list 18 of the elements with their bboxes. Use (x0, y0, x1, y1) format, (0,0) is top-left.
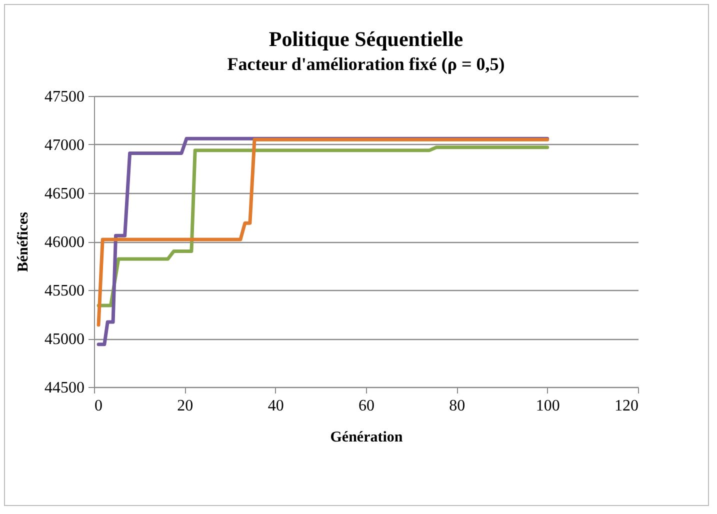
x-tick-label: 0 (94, 398, 102, 414)
x-tick-label: 20 (177, 398, 194, 414)
y-axis-title: Bénéfices (16, 212, 32, 272)
chart-title: Politique Séquentielle (268, 27, 464, 51)
x-tick-label: 60 (358, 398, 374, 414)
y-tick-label: 44500 (44, 380, 84, 396)
x-tick-label: 80 (449, 398, 466, 414)
x-tick-label: 40 (268, 398, 284, 414)
y-tick-label: 46500 (44, 186, 84, 202)
y-tick-label: 45500 (44, 282, 84, 300)
chart-subtitle: Facteur d'amélioration fixé (ρ = 0,5) (227, 54, 505, 74)
y-tick-label: 47500 (44, 88, 84, 106)
y-tick-label: 47000 (44, 137, 84, 154)
x-tick-label: 100 (536, 398, 560, 414)
y-tick-label: 45000 (44, 331, 84, 348)
x-axis-title: Génération (330, 430, 404, 446)
y-tick-label: 46000 (44, 234, 84, 251)
x-tick-label: 120 (614, 398, 638, 414)
